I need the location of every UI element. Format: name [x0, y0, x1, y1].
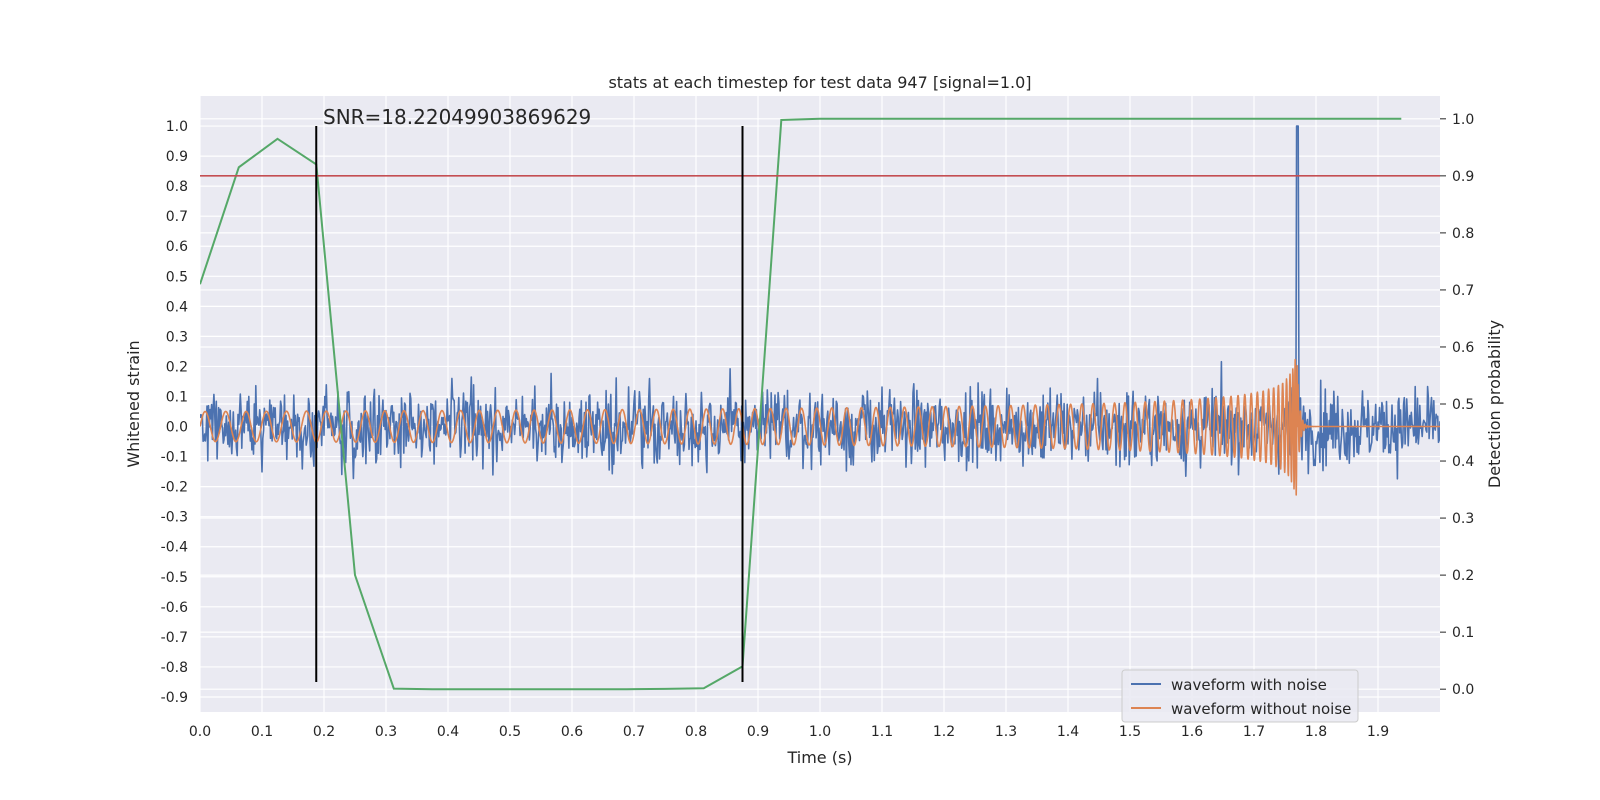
x-tick-label: 1.2 [933, 724, 955, 740]
x-tick-label: 0.2 [313, 724, 335, 740]
x-tick-label: 0.1 [251, 724, 273, 740]
x-tick-label: 0.7 [623, 724, 645, 740]
y-right-tick-label: 0.8 [1452, 226, 1474, 242]
y-right-tick-label: 0.2 [1452, 568, 1474, 584]
y-left-tick-label: -0.3 [161, 510, 188, 526]
x-tick-label: 1.3 [995, 724, 1017, 740]
y-right-tick-label: 0.7 [1452, 283, 1474, 299]
vertical-markers [315, 126, 744, 682]
y-right-tick-label: 0.9 [1452, 169, 1474, 185]
x-tick-label: 0.3 [375, 724, 397, 740]
y-right-tick-label: 1.0 [1452, 112, 1474, 128]
y-right-tick-label: 0.0 [1452, 682, 1474, 698]
x-tick-label: 0.5 [499, 724, 521, 740]
chart-title: stats at each timestep for test data 947… [608, 73, 1031, 92]
x-tick-label: 1.9 [1367, 724, 1389, 740]
y-axis-right-ticks: 1.0 0.9 0.8 0.7 0.6 0.5 0.4 0.3 0.2 0.1 0.0 [1440, 112, 1474, 698]
legend-label-noise: waveform with noise [1171, 676, 1327, 694]
y-left-tick-label: 0.7 [166, 209, 188, 225]
x-axis-label: Time (s) [786, 748, 852, 767]
x-axis-ticks: 0.0 0.1 0.2 0.3 0.4 0.5 0.6 0.7 0.8 0.9 1.0 1.1 1.2 1… [189, 724, 1389, 740]
x-tick-label: 0.9 [747, 724, 769, 740]
y-left-tick-label: -0.8 [161, 660, 188, 676]
y-right-tick-label: 0.4 [1452, 454, 1474, 470]
y-left-tick-label: -0.4 [161, 540, 188, 556]
x-tick-label: 1.5 [1119, 724, 1141, 740]
y-left-tick-label: 0.6 [166, 239, 188, 255]
x-tick-label: 0.4 [437, 724, 459, 740]
snr-annotation: SNR=18.22049903869629 [323, 105, 591, 129]
y-axis-right-label: Detection probability [1485, 320, 1504, 488]
y-left-tick-label: -0.9 [161, 690, 188, 706]
y-left-tick-label: 0.0 [166, 420, 188, 436]
x-tick-label: 1.0 [809, 724, 831, 740]
y-left-tick-label: -0.6 [161, 600, 188, 616]
y-left-tick-label: 0.9 [166, 149, 188, 165]
y-left-tick-label: 1.0 [166, 119, 188, 135]
y-left-tick-label: 0.8 [166, 179, 188, 195]
y-left-tick-label: -0.5 [161, 570, 188, 586]
legend: waveform with noise waveform without noi… [1121, 669, 1359, 723]
y-right-tick-label: 0.5 [1452, 397, 1474, 413]
y-axis-left-label: Whitened strain [124, 340, 143, 467]
legend-label-clean: waveform without noise [1171, 700, 1351, 718]
x-tick-label: 1.6 [1181, 724, 1203, 740]
x-tick-label: 1.1 [871, 724, 893, 740]
y-axis-left-ticks: 1.0 0.9 0.8 0.7 0.6 0.5 0.4 0.3 0.2 0.1 0.0 -0.1 -0.… [161, 119, 188, 706]
y-right-tick-label: 0.1 [1452, 625, 1474, 641]
y-right-tick-label: 0.6 [1452, 340, 1474, 356]
y-left-tick-label: 0.4 [166, 299, 188, 315]
series-waveform-without-noise [200, 358, 1440, 496]
x-tick-label: 1.8 [1305, 724, 1327, 740]
y-left-tick-label: -0.1 [161, 450, 188, 466]
series-layer [200, 117, 1440, 691]
x-tick-label: 1.4 [1057, 724, 1079, 740]
x-tick-label: 0.0 [189, 724, 211, 740]
y-left-tick-label: -0.2 [161, 480, 188, 496]
y-left-tick-label: 0.2 [166, 359, 188, 375]
x-tick-label: 0.8 [685, 724, 707, 740]
y-left-tick-label: 0.5 [166, 269, 188, 285]
series-detection-probability [200, 117, 1402, 691]
y-left-tick-label: 0.1 [166, 389, 188, 405]
grid-lines [199, 96, 1440, 712]
legend-box [1121, 669, 1359, 723]
y-left-tick-label: -0.7 [161, 630, 188, 646]
x-tick-label: 1.7 [1243, 724, 1265, 740]
x-tick-label: 0.6 [561, 724, 583, 740]
y-right-tick-label: 0.3 [1452, 511, 1474, 527]
y-left-tick-label: 0.3 [166, 329, 188, 345]
